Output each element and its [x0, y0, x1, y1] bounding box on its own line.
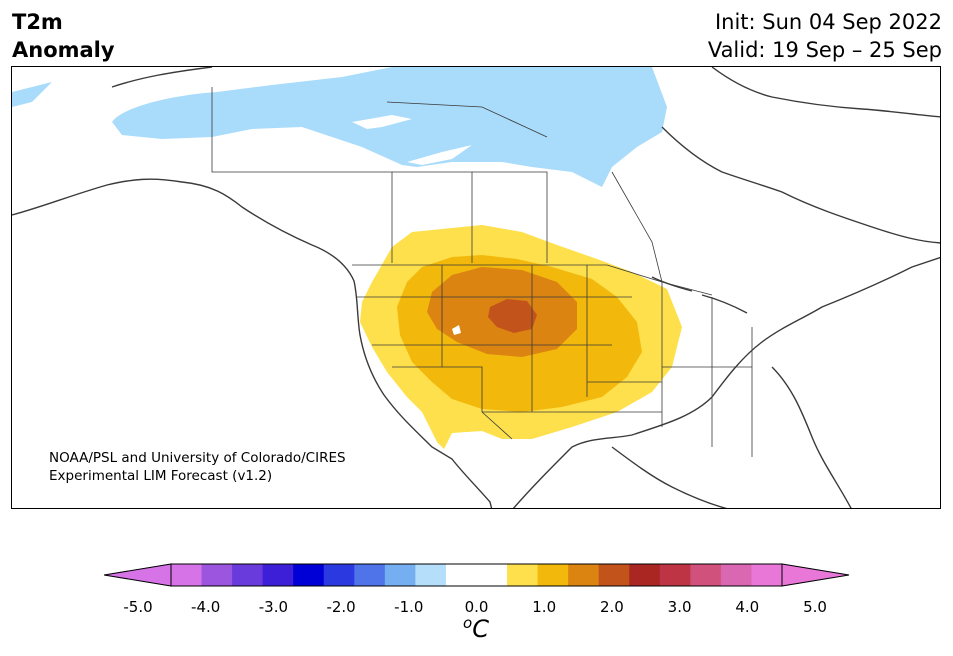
credit-line-2: Experimental LIM Forecast (v1.2) [49, 468, 273, 484]
cold-anomaly-strip [12, 82, 52, 107]
colorbar-cell [629, 564, 661, 586]
colorbar-cell [690, 564, 722, 586]
init-date: Init: Sun 04 Sep 2022 [714, 10, 942, 34]
anomaly-map [12, 67, 940, 508]
cold-anomaly-region [112, 67, 667, 187]
colorbar-tick-label: 0.0 [464, 598, 489, 616]
colorbar-cell [445, 564, 477, 586]
colorbar-cell [598, 564, 630, 586]
warm-anomaly-level-4 [488, 299, 537, 333]
colorbar-cell [293, 564, 325, 586]
map-title: T2m Anomaly [12, 8, 115, 64]
colorbar-tick-label: 4.0 [735, 598, 760, 616]
colorbar-tick-label: 3.0 [667, 598, 692, 616]
colorbar-cell [751, 564, 783, 586]
colorbar-tick-label: -3.0 [258, 598, 289, 616]
colorbar-cells [171, 564, 783, 586]
colorbar-tick-label: -2.0 [326, 598, 356, 616]
colorbar-cell [659, 564, 691, 586]
data-credit: NOAA/PSL and University of Colorado/CIRE… [49, 449, 346, 485]
colorbar-under-arrow [104, 563, 172, 587]
colorbar-cell [171, 564, 203, 586]
small-pocket [452, 325, 461, 335]
credit-line-1: NOAA/PSL and University of Colorado/CIRE… [49, 450, 346, 466]
colorbar-cell [568, 564, 600, 586]
colorbar-tick-label: -1.0 [394, 598, 424, 616]
title-line-1: T2m [12, 10, 63, 34]
colorbar-unit: oC [463, 614, 489, 643]
colorbar-cell [384, 564, 416, 586]
colorbar-cell [476, 564, 508, 586]
colorbar-cell [232, 564, 264, 586]
unit-superscript: o [463, 614, 473, 632]
political-borders [211, 87, 753, 457]
colorbar-cell [262, 564, 294, 586]
unit-letter: C [472, 615, 489, 643]
colorbar-cell [507, 564, 539, 586]
colorbar-cell [201, 564, 233, 586]
colorbar-cell [323, 564, 355, 586]
colorbar-outline [170, 563, 783, 587]
lake-shape [352, 115, 412, 129]
forecast-dates: Init: Sun 04 Sep 2022 Valid: 19 Sep – 25… [708, 8, 942, 64]
colorbar-tick-label: 1.0 [532, 598, 557, 616]
lake-shape-2 [407, 145, 472, 165]
colorbar-tick-label: 5.0 [803, 598, 827, 616]
colorbar-cell [537, 564, 569, 586]
colorbar-cell [415, 564, 447, 586]
colorbar-cell [720, 564, 752, 586]
colorbar-tick-label: -5.0 [123, 598, 153, 616]
colorbar-over-arrow [781, 563, 850, 587]
colorbar-tick-label: -4.0 [191, 598, 221, 616]
colorbar-tick-label: 2.0 [599, 598, 624, 616]
colorbar-cell [354, 564, 386, 586]
colorbar [104, 563, 850, 587]
valid-date: Valid: 19 Sep – 25 Sep [707, 38, 942, 62]
title-line-2: Anomaly [12, 38, 115, 62]
map-panel [11, 66, 941, 509]
